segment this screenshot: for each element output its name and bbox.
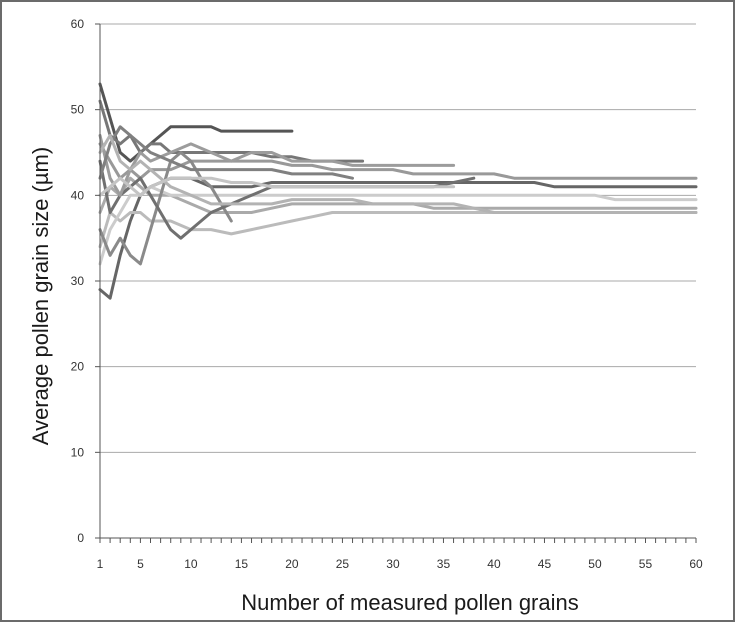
y-tick-label-10: 10 (71, 445, 85, 459)
x-axis-title: Number of measured pollen grains (241, 590, 579, 615)
y-tick-label-50: 50 (71, 103, 85, 117)
y-tick-label-60: 60 (71, 17, 85, 31)
series-line-13 (98, 176, 456, 197)
x-tick-label-35: 35 (437, 557, 451, 571)
series-line-7 (98, 185, 698, 266)
y-axis-title: Average pollen grain size (µm) (28, 147, 53, 445)
y-tick-labels: 0 10 20 30 40 50 60 (71, 17, 85, 545)
x-tick-label-50: 50 (588, 557, 602, 571)
x-tick-label-40: 40 (487, 557, 501, 571)
series-group (98, 82, 698, 300)
series-line-1 (98, 82, 294, 163)
x-tick-label-30: 30 (386, 557, 400, 571)
series-line-11 (98, 125, 354, 180)
x-tick-label-1: 1 (97, 557, 104, 571)
axes (95, 23, 697, 543)
series-line-3 (98, 142, 698, 180)
series-line-12 (98, 133, 698, 214)
x-tick-label-15: 15 (235, 557, 249, 571)
y-tick-label-20: 20 (71, 360, 85, 374)
x-tick-label-55: 55 (639, 557, 653, 571)
x-tick-labels: 1 5 10 15 20 25 30 35 40 45 50 55 60 (97, 557, 703, 571)
x-tick-label-10: 10 (184, 557, 198, 571)
x-tick-label-5: 5 (137, 557, 144, 571)
series-line-8 (98, 151, 233, 266)
x-tick-label-20: 20 (285, 557, 299, 571)
y-tick-label-40: 40 (71, 188, 85, 202)
series-line-10 (98, 133, 456, 197)
x-tick-label-45: 45 (538, 557, 552, 571)
x-tick-label-60: 60 (689, 557, 703, 571)
y-tick-label-0: 0 (77, 531, 84, 545)
x-tick-label-25: 25 (336, 557, 350, 571)
y-tick-label-30: 30 (71, 274, 85, 288)
gridlines (100, 23, 696, 453)
